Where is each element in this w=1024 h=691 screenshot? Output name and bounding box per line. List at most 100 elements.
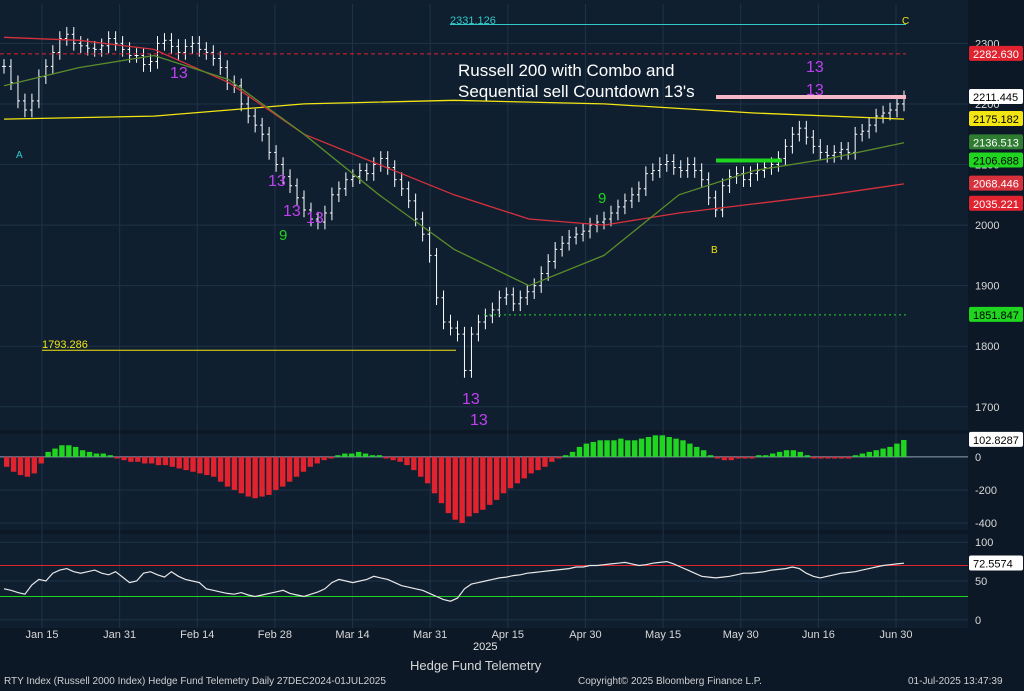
x-tick-label: Feb 28 <box>258 629 292 641</box>
oscillator-line <box>3 560 905 602</box>
histogram-bar <box>866 451 872 457</box>
histogram-bar <box>811 456 817 459</box>
histogram-bar <box>473 456 479 514</box>
histogram-bar <box>825 456 831 459</box>
price-label-box <box>969 306 1023 322</box>
histogram-bar <box>73 446 79 457</box>
histogram-bar <box>183 456 189 471</box>
histogram-bar <box>590 441 596 457</box>
setup-9-label: 9 <box>598 190 606 207</box>
histogram-bar <box>204 456 210 476</box>
histogram-bar <box>569 451 576 457</box>
histogram-bar <box>707 455 714 457</box>
histogram-bar <box>31 456 38 474</box>
histogram-bar <box>328 456 334 459</box>
oscillator-last-value: 72.5574 <box>973 558 1013 570</box>
histogram-bar <box>838 456 845 459</box>
chart-title-line-1: Russell 200 with Combo and <box>458 61 674 80</box>
histogram-bar <box>638 438 645 457</box>
x-tick-label: Feb 14 <box>180 629 214 641</box>
histogram-bar <box>452 456 458 520</box>
histogram-bar <box>742 456 748 459</box>
histogram-bar <box>335 455 341 457</box>
histogram-bar <box>549 456 555 462</box>
histogram-bar <box>376 455 383 457</box>
price-label-text: 2136.513 <box>973 137 1019 149</box>
histogram-bar <box>190 456 196 472</box>
annotation-2331: 2331.126 <box>450 15 496 27</box>
histogram-bar <box>424 456 431 484</box>
histogram-bar <box>611 440 617 457</box>
histogram-bar <box>852 455 859 457</box>
histogram-bar <box>397 456 403 462</box>
histogram-bar <box>155 456 162 466</box>
histogram-bar <box>404 456 410 466</box>
price-tick-label: 2000 <box>975 220 999 232</box>
histogram-bar <box>100 453 107 457</box>
histogram-bar <box>114 456 120 459</box>
price-panel-bg <box>0 0 968 430</box>
histogram-bar <box>797 451 803 457</box>
histogram-bar <box>493 456 500 500</box>
histogram-bar <box>542 456 548 467</box>
histogram-bar <box>466 456 472 517</box>
price-label-box <box>969 110 1023 126</box>
histogram-last-box <box>969 431 1023 447</box>
histogram-bar <box>418 456 424 477</box>
histogram-bar <box>659 435 665 457</box>
histogram-bar <box>576 446 583 457</box>
histogram-tick-label: 0 <box>975 452 981 464</box>
histogram-bar <box>535 456 541 471</box>
histogram-bar <box>121 456 127 461</box>
histogram-bar <box>583 443 590 457</box>
countdown-13-label: 13 <box>283 203 301 220</box>
histogram-bar <box>625 440 631 457</box>
price-label-text: 1851.847 <box>973 310 1019 322</box>
price-label-box <box>969 152 1023 168</box>
price-label-text: 2035.221 <box>973 199 1019 211</box>
x-tick-label: Apr 15 <box>492 629 524 641</box>
histogram-last-value: 102.8287 <box>973 435 1019 447</box>
histogram-bar <box>66 445 72 457</box>
x-tick-label: Mar 31 <box>413 629 447 641</box>
countdown-13-label: 13 <box>806 82 824 99</box>
histogram-bar <box>86 451 93 457</box>
histogram-bar <box>500 456 507 494</box>
histogram-bar <box>10 456 17 472</box>
histogram-bar <box>901 439 907 457</box>
histogram-bar <box>169 456 176 467</box>
price-label-text: 2106.688 <box>973 155 1019 167</box>
histogram-bar <box>507 456 514 489</box>
x-tick-label: Apr 30 <box>569 629 601 641</box>
histogram-bar <box>383 456 389 459</box>
histogram-bar <box>652 435 659 457</box>
histogram-bar <box>859 453 866 457</box>
x-tick-label: Mar 14 <box>335 629 369 641</box>
x-tick-label: Jan 15 <box>25 629 58 641</box>
oscillator-tick-label: 100 <box>975 537 993 549</box>
histogram-bar <box>135 456 141 462</box>
histogram-bar <box>645 437 652 457</box>
footer-center: Copyright© 2025 Bloomberg Finance L.P. <box>578 676 762 687</box>
price-label-text: 2175.182 <box>973 114 1019 126</box>
histogram-bar <box>142 456 148 464</box>
histogram-bar <box>445 456 452 514</box>
histogram-bar <box>562 455 569 457</box>
histogram-bar <box>307 456 314 467</box>
histogram-bar <box>300 456 307 472</box>
marker-letter: C <box>902 16 909 27</box>
histogram-bar <box>756 455 762 457</box>
histogram-bar <box>845 456 852 459</box>
marker-letter: A <box>16 150 23 161</box>
countdown-13-label: 13 <box>806 59 824 76</box>
histogram-bar <box>362 453 369 457</box>
price-label-text: 2282.630 <box>973 49 1019 61</box>
price-label-box <box>969 45 1023 61</box>
histogram-bar <box>238 456 245 494</box>
countdown-13-label: 13 <box>306 210 324 227</box>
footer-right: 01-Jul-2025 13:47:39 <box>908 676 1003 687</box>
histogram-bar <box>680 440 686 457</box>
histogram-bar <box>355 451 362 457</box>
histogram-bar <box>79 450 86 457</box>
